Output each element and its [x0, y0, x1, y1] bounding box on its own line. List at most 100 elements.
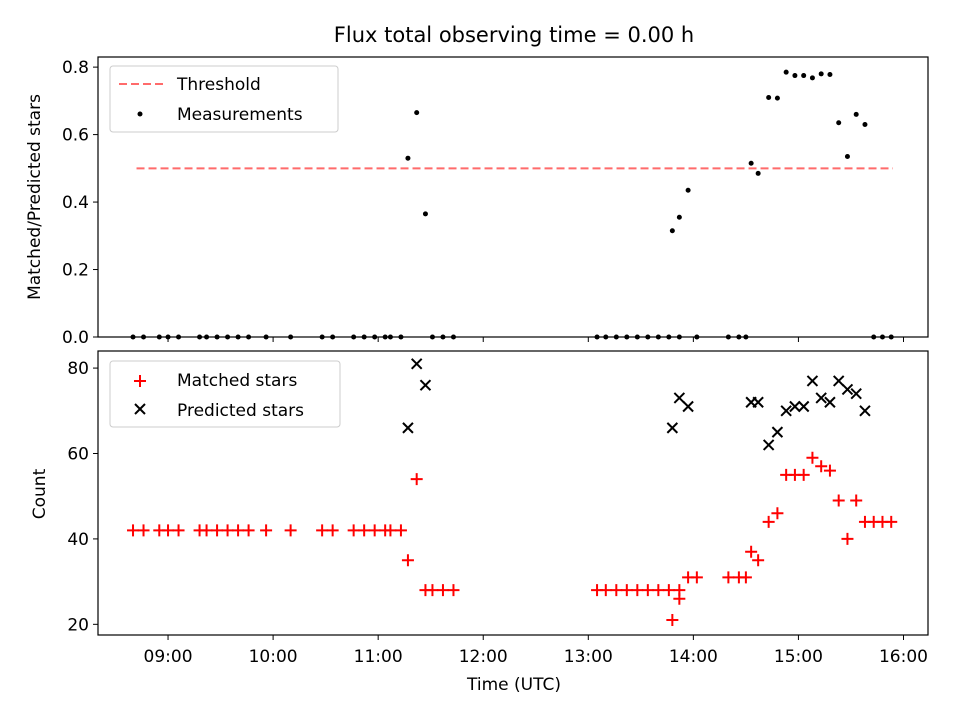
predicted-stars-point [789, 400, 801, 413]
measurement-point [818, 71, 824, 77]
ytick-label: 60 [67, 444, 89, 464]
measurement-point [405, 155, 411, 161]
predicted-stars-point [673, 392, 686, 404]
measurement-point [414, 110, 420, 116]
matched-stars-point [662, 584, 675, 597]
legend-predicted-swatch [134, 403, 146, 415]
chart-title: Flux total observing time = 0.00 h [334, 23, 694, 47]
matched-stars-point [752, 554, 765, 567]
legend-measurements-swatch [137, 111, 143, 117]
measurement-point [801, 73, 807, 79]
matched-stars-point [631, 584, 644, 597]
measurement-point [669, 228, 675, 234]
xtick-label: 09:00 [144, 647, 193, 667]
ytick-label: 40 [67, 530, 89, 550]
predicted-stars-point [815, 392, 827, 404]
top-axes-frame [97, 56, 929, 338]
measurement-point [862, 121, 868, 127]
matched-stars-point [610, 584, 623, 597]
bottom-ylabel: Count [30, 468, 50, 519]
bottom-plot-area: 20 40 60 80 09:00 10:00 11:00 12:00 13:00 14:00 15… [67, 358, 928, 667]
matched-stars-point [316, 524, 329, 537]
matched-stars-point [326, 524, 339, 537]
matched-stars-point [620, 584, 633, 597]
bottom-legend: Matched stars Predicted stars [109, 360, 341, 428]
predicted-stars-point [824, 396, 836, 408]
predicted-stars-point [832, 375, 845, 387]
predicted-stars-point [806, 375, 819, 387]
matched-stars-point [745, 545, 758, 558]
measurement-point [792, 73, 798, 79]
bottom-xlabel: Time (UTC) [466, 675, 561, 695]
matched-stars-point [832, 494, 845, 507]
ytick-label: 80 [67, 359, 89, 379]
xtick-label: 10:00 [249, 647, 298, 667]
matched-stars-point [599, 584, 612, 597]
measurement-point [422, 211, 428, 217]
matched-stars-point [347, 524, 360, 537]
matched-stars-point [172, 524, 185, 537]
matched-stars-point [137, 524, 150, 537]
measurement-point [809, 75, 815, 81]
matched-stars-point [771, 507, 784, 520]
matched-stars-point [850, 494, 863, 507]
bottom-axes-frame [97, 350, 929, 636]
ytick-label: 0.8 [62, 58, 89, 78]
measurement-point [676, 214, 682, 220]
ytick-label: 0.0 [62, 328, 89, 348]
matched-stars-point [410, 473, 423, 486]
measurement-point [844, 154, 850, 160]
matched-stars-point [384, 524, 397, 537]
legend-threshold-label: Threshold [176, 75, 261, 95]
matched-stars-point [368, 524, 381, 537]
matched-stars-point [284, 524, 297, 537]
predicted-stars-point [402, 422, 414, 434]
bottom-legend-box [109, 360, 341, 428]
xtick-label: 15:00 [774, 647, 823, 667]
matched-stars-point [358, 524, 371, 537]
matched-stars-point [436, 584, 449, 597]
measurement-point [783, 69, 789, 75]
measurement-point [853, 111, 859, 117]
matched-stars-point [260, 524, 273, 537]
xtick-label: 12:00 [459, 647, 508, 667]
matched-stars-point [666, 614, 679, 627]
matched-stars-point [806, 451, 819, 464]
matched-stars-point [242, 524, 255, 537]
measurement-point [766, 94, 772, 100]
matched-stars-point [885, 515, 898, 528]
measurement-point [827, 72, 833, 78]
predicted-stars-point [762, 439, 775, 451]
matched-stars-point [401, 554, 414, 567]
predicted-stars-point [682, 400, 694, 413]
predicted-stars-point [419, 379, 432, 391]
xtick-label: 16:00 [879, 647, 928, 667]
matched-stars-point [722, 571, 735, 584]
predicted-stars-point [410, 358, 423, 370]
matched-stars-point [823, 464, 836, 477]
matched-stars-point [652, 584, 665, 597]
legend-matched-swatch [134, 375, 146, 387]
matched-stars-point [797, 468, 810, 481]
matched-stars-point [200, 524, 213, 537]
predicted-stars-point [797, 400, 810, 413]
matched-stars-point [426, 584, 439, 597]
predicted-stars-point [780, 405, 792, 417]
measurement-point [774, 95, 780, 101]
matched-stars-point [127, 524, 140, 537]
ytick-label: 0.6 [62, 126, 89, 146]
matched-stars-point [221, 524, 234, 537]
matched-stars-point [211, 524, 224, 537]
predicted-stars-point [850, 387, 862, 400]
matched-stars-point [673, 592, 686, 605]
legend-matched-label: Matched stars [177, 371, 297, 391]
measurement-point [755, 170, 761, 176]
xtick-label: 14:00 [669, 647, 718, 667]
ytick-label: 20 [67, 615, 89, 635]
top-legend: Threshold Measurements [109, 65, 339, 133]
matched-stars-point [232, 524, 245, 537]
measurement-point [685, 187, 691, 193]
measurement-point [836, 120, 842, 126]
top-plot-area: 0.0 0.2 0.4 0.6 0.8 [62, 58, 904, 348]
predicted-stars-point [859, 405, 871, 417]
